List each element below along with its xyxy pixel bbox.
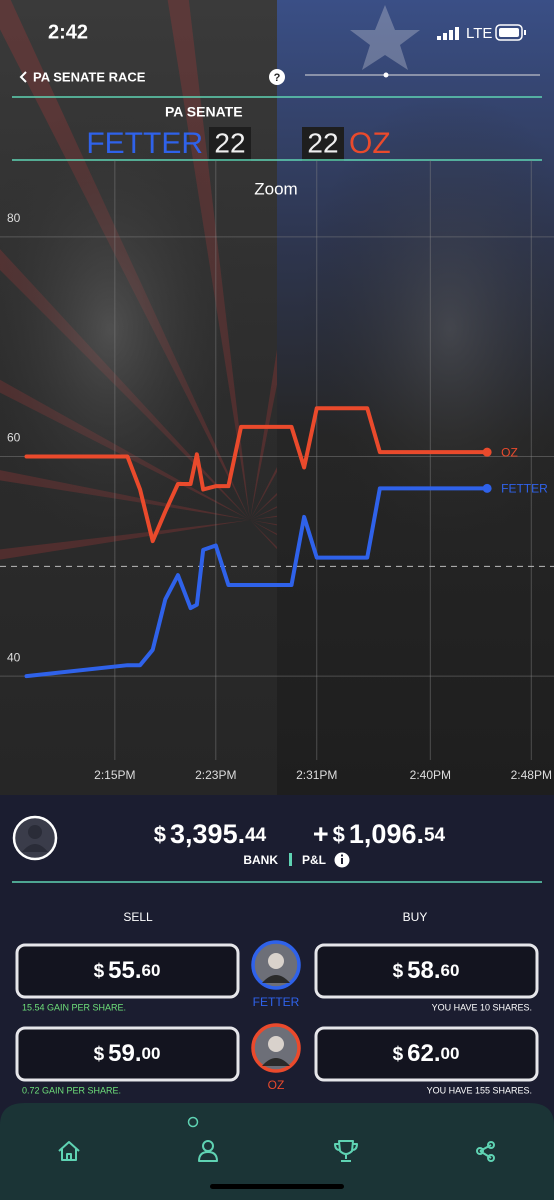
help-icon[interactable]: ? <box>274 72 281 84</box>
user-avatar[interactable] <box>12 815 58 861</box>
price-cents[interactable]: 00 <box>441 1044 460 1063</box>
candidate-name-right: OZ <box>349 127 391 160</box>
page-indicator <box>187 1116 199 1128</box>
home-indicator <box>210 1184 344 1189</box>
background-stripe <box>250 515 277 520</box>
score-box-right <box>302 127 344 161</box>
currency[interactable]: $ <box>393 1044 404 1065</box>
pnl-amount: + $1,096.54 <box>313 819 446 849</box>
nav-share[interactable] <box>476 1141 495 1162</box>
y-tick-label: 80 <box>7 211 21 225</box>
signal-icon <box>437 27 459 40</box>
buy-button[interactable] <box>314 1026 539 1082</box>
candidate-avatar-body <box>262 975 290 983</box>
buy-note: YOU HAVE 10 SHARES. <box>432 1002 532 1012</box>
price-cents[interactable]: 60 <box>142 961 161 980</box>
label-separator <box>289 853 292 866</box>
background-stripe <box>250 467 277 520</box>
score-left: 22 <box>214 127 245 158</box>
chart: 40 60 80 2:15PM 2:23PM 2:31PM 2:40PM 2:48PM OZ FE… <box>0 160 554 782</box>
background-stripe <box>250 520 277 536</box>
candidate-avatar-head <box>268 1036 284 1052</box>
sell-button[interactable] <box>15 1026 240 1082</box>
candidate-name: OZ <box>268 1078 285 1092</box>
series-label: FETTER <box>501 482 548 496</box>
buy-price[interactable]: $58.60 <box>393 957 460 984</box>
series-end-point <box>482 483 492 493</box>
background-stripe <box>250 493 277 520</box>
buy-button[interactable] <box>314 943 539 999</box>
pnl-label: P&L <box>302 853 326 867</box>
zoom-button[interactable]: Zoom <box>254 179 297 198</box>
background-stripe <box>250 506 277 520</box>
price-whole[interactable]: 58. <box>407 957 440 984</box>
sell-button[interactable] <box>15 943 240 999</box>
sell-note: 0.72 GAIN PER SHARE. <box>22 1085 121 1095</box>
x-tick-label: 2:23PM <box>195 768 236 782</box>
score-box-left <box>209 127 251 161</box>
y-tick-label: 60 <box>7 431 21 445</box>
bank-label: BANK <box>243 853 278 867</box>
sell-note: 15.54 GAIN PER SHARE. <box>22 1002 126 1012</box>
sell-header: SELL <box>123 910 153 924</box>
bank-amount: $3,395.44 <box>154 819 267 849</box>
nav-home[interactable] <box>58 1141 80 1161</box>
help-button[interactable] <box>269 69 285 85</box>
price-whole[interactable]: 55. <box>108 957 141 984</box>
nav-profile[interactable] <box>198 1140 218 1162</box>
currency[interactable]: $ <box>393 961 404 982</box>
candidate-avatar-body <box>262 1058 290 1066</box>
x-tick-label: 2:15PM <box>94 768 135 782</box>
price-cents[interactable]: 60 <box>441 961 460 980</box>
y-tick-label: 40 <box>7 650 21 664</box>
currency[interactable]: $ <box>94 1044 105 1065</box>
nav-bar <box>0 1103 554 1200</box>
status-time: 2:42 <box>48 21 88 43</box>
background-face-left <box>0 100 250 560</box>
background-star <box>350 5 420 70</box>
battery-icon <box>495 24 526 41</box>
x-tick-label: 2:31PM <box>296 768 337 782</box>
back-button[interactable] <box>19 71 27 83</box>
series-end-point <box>482 447 492 457</box>
status-network: LTE <box>466 25 492 42</box>
series-label: OZ <box>501 445 518 459</box>
sell-price[interactable]: $55.60 <box>94 957 161 984</box>
header-title[interactable]: PA SENATE RACE <box>33 69 146 84</box>
score-right: 22 <box>307 127 338 158</box>
currency[interactable]: $ <box>94 961 105 982</box>
background-stripe <box>250 520 277 526</box>
series-line <box>24 486 490 679</box>
buy-price[interactable]: $62.00 <box>393 1040 460 1067</box>
x-tick-label: 2:40PM <box>410 768 451 782</box>
buy-note: YOU HAVE 155 SHARES. <box>427 1085 532 1095</box>
nav-leaderboard[interactable] <box>334 1140 358 1162</box>
candidate-name-left: FETTER <box>86 127 203 160</box>
info-icon[interactable] <box>334 852 350 868</box>
x-tick-label: 2:48PM <box>511 768 552 782</box>
background-stripe <box>250 349 277 520</box>
series-line <box>24 406 490 544</box>
buy-header: BUY <box>403 910 428 924</box>
candidate-name: FETTER <box>253 995 300 1009</box>
candidate-avatar-head <box>268 953 284 969</box>
price-whole[interactable]: 62. <box>407 1040 440 1067</box>
scoreboard-title: PA SENATE <box>165 104 243 120</box>
price-cents[interactable]: 00 <box>142 1044 161 1063</box>
background-stripe <box>250 520 277 550</box>
price-whole[interactable]: 59. <box>108 1040 141 1067</box>
zoom-slider-knob[interactable] <box>383 72 389 78</box>
sell-price[interactable]: $59.00 <box>94 1040 161 1067</box>
